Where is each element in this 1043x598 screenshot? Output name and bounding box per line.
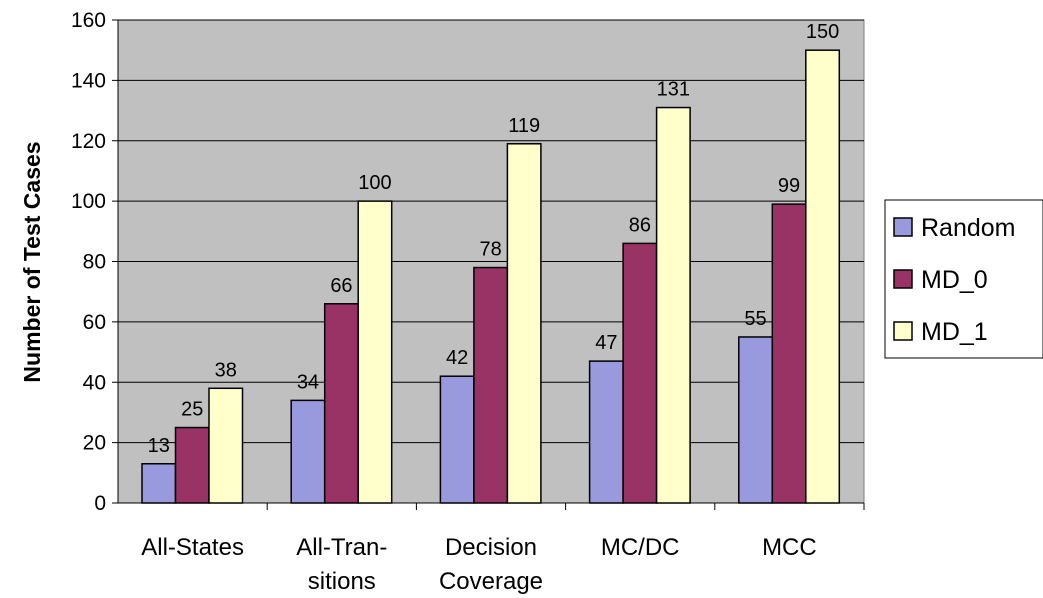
bar-random xyxy=(588,360,624,504)
bar-md-0 xyxy=(174,426,210,504)
data-label: 55 xyxy=(744,308,766,330)
data-label: 38 xyxy=(215,359,237,381)
bar-md-0 xyxy=(473,266,509,504)
data-label: 100 xyxy=(358,172,391,194)
data-labels: 13 25 38 34 66 100 42 78 119 47 86 131 55 99 150 xyxy=(148,21,840,457)
bar-md-1 xyxy=(805,49,841,504)
x-category-label: All-Tran- xyxy=(296,534,387,561)
data-label: 42 xyxy=(446,347,468,369)
y-tick-label: 60 xyxy=(83,311,106,334)
y-axis-title: Number of Test Cases xyxy=(19,141,45,382)
y-tick-label: 20 xyxy=(83,432,106,455)
legend-swatch-md-1 xyxy=(893,321,913,341)
x-category-label: sitions xyxy=(308,568,376,595)
y-tick-label: 160 xyxy=(71,9,106,32)
data-label: 25 xyxy=(181,399,203,421)
y-tick-label: 0 xyxy=(94,492,106,515)
data-label: 78 xyxy=(480,239,502,261)
data-label: 47 xyxy=(595,332,617,354)
bar-md-0 xyxy=(323,303,359,504)
legend-swatch-random xyxy=(893,217,913,237)
bar-md-1 xyxy=(208,387,244,504)
bar-random xyxy=(439,375,475,504)
data-label: 150 xyxy=(806,21,839,43)
axes: 0 20 40 60 80 100 120 140 160 All-States All-Tran-… xyxy=(71,9,865,595)
x-category-label: MCC xyxy=(762,534,817,561)
bar-md-0 xyxy=(771,203,807,504)
data-label: 119 xyxy=(508,115,540,137)
x-category-label: Decision xyxy=(445,534,537,561)
data-label: 86 xyxy=(629,214,651,236)
bar-random xyxy=(738,336,774,504)
data-label: 13 xyxy=(148,435,170,457)
x-category-label: MC/DC xyxy=(601,534,680,561)
legend: Random MD_0 MD_1 xyxy=(884,199,1043,359)
legend-label: Random xyxy=(921,214,1016,242)
bar-random xyxy=(290,399,326,504)
bar-md-1 xyxy=(357,200,393,504)
data-label: 66 xyxy=(330,275,352,297)
bar-md-0 xyxy=(622,242,658,504)
x-category-label: Coverage xyxy=(439,568,543,595)
y-tick-label: 120 xyxy=(71,130,106,153)
bars xyxy=(141,49,841,504)
bar-md-1 xyxy=(655,106,691,504)
bar-random xyxy=(141,463,177,504)
y-tick-label: 140 xyxy=(71,69,106,92)
data-label: 131 xyxy=(657,79,690,101)
data-label: 99 xyxy=(778,175,800,197)
legend-swatch-md-0 xyxy=(893,269,913,289)
x-category-label: All-States xyxy=(141,534,244,561)
y-tick-label: 100 xyxy=(71,190,106,213)
legend-label: MD_0 xyxy=(921,266,988,294)
y-tick-label: 80 xyxy=(83,251,106,274)
legend-label: MD_1 xyxy=(921,318,988,346)
y-tick-label: 40 xyxy=(83,371,106,394)
bar-md-1 xyxy=(506,143,542,504)
data-label: 34 xyxy=(297,371,319,393)
